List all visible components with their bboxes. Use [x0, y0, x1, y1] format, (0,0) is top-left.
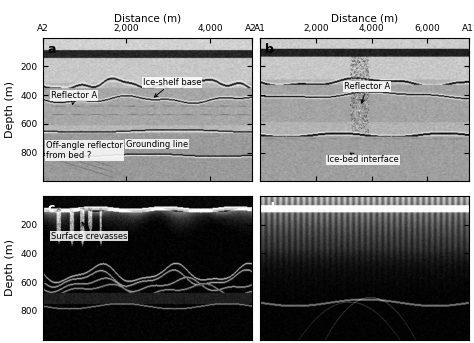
Text: Reflector A: Reflector A: [344, 82, 390, 103]
Text: c: c: [48, 202, 55, 215]
Text: d: d: [265, 202, 274, 215]
Y-axis label: Depth (m): Depth (m): [5, 239, 15, 296]
Y-axis label: Depth (m): Depth (m): [5, 81, 15, 138]
Text: Ice-shelf base: Ice-shelf base: [143, 78, 201, 97]
Text: Reflector A: Reflector A: [51, 91, 97, 104]
Text: Ice-bed interface: Ice-bed interface: [327, 153, 399, 164]
Text: Surface crevasses: Surface crevasses: [51, 222, 128, 240]
X-axis label: Distance (m): Distance (m): [114, 13, 181, 23]
Text: a: a: [48, 44, 56, 57]
Text: b: b: [265, 44, 274, 57]
Text: Off-angle reflector
from bed ?: Off-angle reflector from bed ?: [46, 141, 123, 161]
X-axis label: Distance (m): Distance (m): [331, 13, 398, 23]
Text: Grounding line: Grounding line: [126, 140, 189, 149]
